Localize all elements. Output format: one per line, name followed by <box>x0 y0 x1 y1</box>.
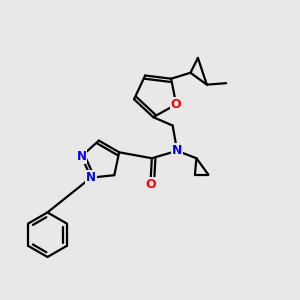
Text: O: O <box>145 178 156 191</box>
Text: N: N <box>172 144 182 157</box>
Text: N: N <box>76 150 86 163</box>
Text: N: N <box>86 171 96 184</box>
Text: O: O <box>171 98 182 111</box>
